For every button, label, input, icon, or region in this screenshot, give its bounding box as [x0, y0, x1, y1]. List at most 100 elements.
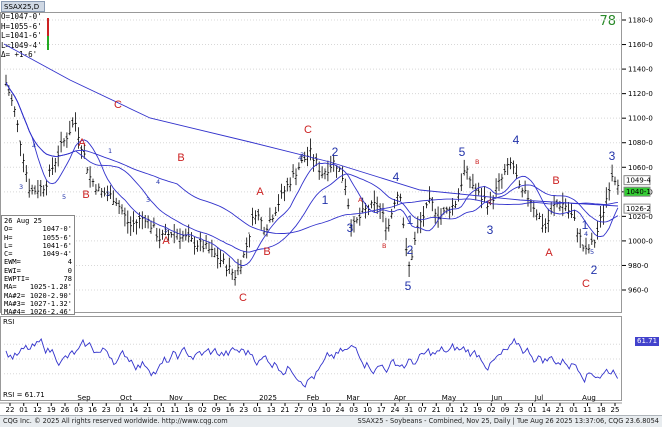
price-pane-frame: [0, 12, 622, 313]
ohlc-line: L=1041-6': [1, 31, 42, 41]
wave-label-minor: B: [475, 158, 479, 166]
info-date: 26 Aug 25: [4, 217, 42, 225]
wave-label: 2: [332, 145, 339, 159]
info-value: 1041-6': [42, 241, 72, 250]
price-label: 1100-0: [628, 115, 653, 123]
chart-description: SSAX25 - Soybeans - Combined, Nov 25, Da…: [357, 417, 659, 425]
info-key: EWM=: [4, 258, 21, 267]
wave-label: 3: [609, 149, 616, 163]
wave-label: A: [256, 186, 264, 198]
wave-label: C: [239, 292, 247, 304]
ma-line-mid: [5, 82, 619, 253]
price-label: 1140-0: [628, 66, 653, 74]
price-label: 1180-0: [628, 17, 653, 25]
wave-label: A: [162, 235, 170, 247]
time-label: 01: [528, 406, 537, 414]
time-label: 07: [418, 406, 427, 414]
wave-label: B: [552, 175, 559, 187]
month-label: May: [442, 394, 456, 402]
wave-label-minor: 2: [106, 190, 110, 198]
wave-label: C: [304, 124, 312, 136]
price-label: 960-0: [628, 287, 648, 295]
ohlc-line: H=1055-6': [1, 21, 42, 31]
wave-label: A: [78, 137, 86, 149]
time-label: 03: [308, 406, 317, 414]
wave-label: A: [545, 247, 553, 259]
ma-line-long: [3, 43, 619, 207]
info-value: 4: [67, 258, 72, 267]
month-label: 2025: [259, 394, 277, 402]
info-key: H=: [4, 233, 13, 242]
wave-label-minor: 4: [156, 178, 160, 186]
price-tag-label: 1026-2: [626, 205, 651, 213]
wave-label: B: [263, 246, 270, 258]
price-tag-label: 1040-1: [626, 188, 651, 196]
ewpti-value: 78: [599, 14, 616, 29]
time-label: 16: [88, 406, 97, 414]
wave-label: 5: [459, 145, 466, 159]
time-label: 13: [267, 406, 276, 414]
time-label: 18: [184, 406, 193, 414]
time-label: 11: [583, 406, 592, 414]
ma-line-slow: [5, 82, 618, 235]
wave-label: 1: [407, 213, 414, 227]
info-value: 1027-1.32': [29, 299, 72, 308]
time-label: 11: [171, 406, 180, 414]
time-label: 16: [226, 406, 235, 414]
wave-label: 2: [407, 243, 414, 257]
info-key: EWI=: [4, 266, 21, 275]
wave-label-minor: 4: [32, 142, 36, 150]
info-value: 1025-1.28': [29, 283, 72, 292]
month-label: Dec: [213, 394, 227, 402]
wave-label: 5: [405, 279, 412, 293]
info-row: EWPTI= 78: [4, 275, 72, 283]
status-bar: CQG Inc. © 2025 All rights reserved worl…: [0, 415, 662, 427]
time-label: 21: [432, 406, 441, 414]
time-label: 21: [143, 406, 152, 414]
time-label: 23: [239, 406, 248, 414]
symbol-tab[interactable]: SSAX25,D: [1, 1, 45, 12]
rsi-title: RSI: [3, 318, 15, 326]
time-label: 01: [253, 406, 262, 414]
price-label: 1080-0: [628, 139, 653, 147]
time-label: 24: [391, 406, 400, 414]
time-label: 14: [129, 406, 138, 414]
info-row: O= 1047-0': [4, 225, 72, 233]
info-value: 1047-0': [42, 225, 72, 234]
info-key: MA#3=: [4, 299, 26, 308]
time-label: 25: [611, 406, 620, 414]
time-label: 03: [349, 406, 358, 414]
price-label: 1120-0: [628, 90, 653, 98]
info-row: H= 1055-6': [4, 234, 72, 242]
time-label: 24: [336, 406, 345, 414]
wave-label-minor: C: [488, 198, 493, 206]
rsi-pane-frame: [0, 316, 622, 401]
wave-label: 2: [591, 263, 598, 277]
month-label: Nov: [169, 394, 183, 402]
info-row: EWM= 4: [4, 258, 72, 266]
time-label: 01: [19, 406, 28, 414]
time-label: 12: [459, 406, 468, 414]
info-row: EWI= 0: [4, 267, 72, 275]
info-key: MA=: [4, 283, 17, 292]
info-value: 78: [63, 275, 72, 284]
time-label: 19: [47, 406, 56, 414]
month-label: Oct: [120, 394, 132, 402]
wave-label: C: [114, 99, 122, 111]
time-label: 19: [473, 406, 482, 414]
price-tag-label: 1049-4: [626, 177, 651, 185]
price-label: 980-0: [628, 262, 648, 270]
wave-label-minor: B: [382, 242, 386, 250]
wave-label: B: [177, 152, 184, 164]
wave-label-minor: 3: [300, 151, 304, 159]
month-label: Aug: [582, 394, 596, 402]
info-box: 26 Aug 25 O= 1047-0' H= 1055-6' L= 1041-6' C= 1…: [1, 215, 75, 317]
price-tag: [623, 186, 651, 197]
info-key: MA#2=: [4, 291, 26, 300]
info-value: 1026-2.46': [29, 308, 72, 317]
time-label: 09: [501, 406, 510, 414]
wave-label-minor: 5: [164, 226, 168, 234]
wave-label: C: [582, 278, 590, 290]
